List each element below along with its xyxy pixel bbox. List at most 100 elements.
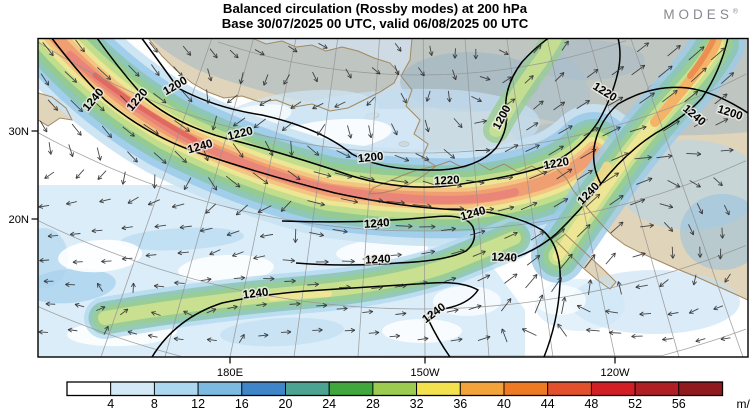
wind-arrow-barb (44, 82, 49, 86)
wind-arrow-shaft (182, 45, 192, 56)
wind-arrow-shaft (602, 126, 621, 137)
wind-arrow-shaft (120, 95, 133, 108)
wind-arrow (631, 333, 643, 339)
wind-arrow-shaft (97, 67, 111, 80)
wind-arrow (553, 198, 569, 208)
wind-arrow-barb (508, 175, 513, 178)
wind-arrow-barb (45, 301, 51, 305)
wind-arrow-shaft (39, 120, 48, 133)
wind-arrow-barb (102, 106, 105, 111)
wind-arrow (719, 227, 725, 239)
wind-arrow-barb (259, 101, 263, 106)
wind-arrow (636, 42, 650, 53)
wind-arrow (472, 250, 486, 257)
wind-arrow-shaft (280, 200, 292, 212)
wind-arrow-shaft (127, 196, 139, 204)
wind-arrow-barb (720, 338, 726, 342)
wind-arrow-barb (595, 69, 599, 74)
wind-arrow-shaft (332, 228, 348, 233)
wind-arrow-barb (161, 161, 167, 164)
colorbar-segment (547, 381, 592, 396)
wind-arrow-barb (44, 174, 48, 179)
wind-arrow-barb (151, 311, 155, 316)
wind-arrow (717, 248, 723, 260)
wind-arrow-barb (270, 276, 275, 280)
wind-arrow-shaft (91, 229, 103, 232)
colorbar-segment (241, 381, 286, 396)
wind-arrow-shaft (659, 203, 673, 208)
wind-arrow-barb (314, 282, 319, 285)
wind-arrow-barb (134, 74, 140, 77)
wind-arrow-barb (43, 278, 49, 282)
wind-arrow (312, 102, 324, 110)
wind-arrow-barb (434, 185, 440, 188)
wind-arrow (500, 298, 512, 312)
wind-arrow (362, 309, 374, 315)
wind-arrow (182, 45, 192, 56)
wind-arrow-shaft (554, 72, 565, 82)
wind-arrow-shaft (474, 120, 487, 124)
wind-arrow (611, 152, 629, 161)
wind-arrow-barb (450, 156, 455, 159)
wind-arrow-shaft (671, 246, 674, 259)
wind-arrow (70, 231, 81, 237)
wind-arrow-shaft (605, 310, 619, 314)
wind-arrow-barb (404, 160, 409, 162)
wind-arrow-barb (480, 229, 486, 232)
wind-arrow-barb (72, 259, 77, 263)
wind-arrow-barb (562, 101, 566, 107)
wind-arrow-barb (370, 176, 375, 181)
wind-arrow (495, 253, 509, 261)
wind-arrow-barb (65, 282, 70, 285)
wind-arrow-barb (510, 98, 515, 100)
wind-arrow-barb (505, 50, 509, 55)
wind-arrow-barb (205, 209, 208, 214)
wind-arrow-barb (324, 44, 328, 49)
wind-arrow (282, 258, 296, 263)
wind-arrow-barb (66, 203, 71, 206)
wind-arrow (720, 147, 734, 153)
wind-arrow (688, 224, 695, 236)
wind-arrow (558, 125, 573, 135)
wind-arrow-shaft (634, 156, 652, 160)
wind-arrow-shaft (307, 145, 320, 156)
wind-arrow (453, 118, 463, 129)
wind-arrow-shaft (557, 323, 567, 337)
wind-arrow-barb (257, 208, 261, 213)
wind-arrow-barb (204, 157, 209, 162)
colorbar-segment (590, 381, 636, 396)
wind-arrow-barb (209, 250, 213, 255)
wind-arrow-shaft (287, 170, 301, 181)
wind-arrow-barb (675, 90, 678, 95)
coastline (146, 37, 400, 112)
wind-arrow-barb (590, 254, 596, 257)
wind-arrow-shaft (441, 228, 456, 232)
wind-arrow-barb (531, 75, 534, 80)
wind-arrow-barb (148, 333, 153, 336)
colorbar-tick-label: 48 (584, 397, 598, 408)
wind-arrow-barb (535, 254, 540, 257)
wind-arrow-shaft (584, 254, 596, 269)
wind-arrow (229, 49, 239, 59)
wind-arrow (389, 333, 400, 339)
wind-arrow (710, 47, 726, 61)
wind-arrow-barb (121, 225, 126, 229)
gridline-meridian (464, 38, 490, 358)
wind-arrow-barb (640, 198, 645, 200)
wind-arrow-barb (264, 334, 269, 338)
wind-arrow-barb (640, 64, 645, 67)
wind-arrow-barb (324, 259, 329, 263)
wind-arrow-shaft (289, 303, 301, 305)
wind-arrow (225, 175, 241, 188)
wind-arrow-barb (326, 175, 332, 178)
wind-arrow (232, 117, 246, 127)
colorbar-tick-label: 20 (279, 397, 293, 408)
wind-arrow (693, 118, 708, 128)
wind-arrow (334, 101, 346, 108)
wind-arrow-shaft (72, 261, 83, 263)
wind-arrow-shaft (202, 146, 209, 161)
wind-arrow-barb (420, 73, 425, 77)
wind-arrow-shaft (347, 125, 352, 139)
wind-arrow-barb (292, 238, 296, 243)
